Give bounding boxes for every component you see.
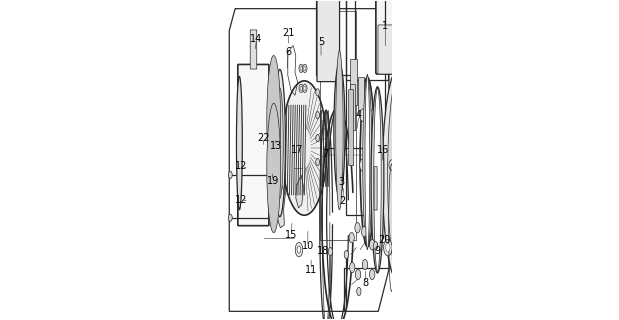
Ellipse shape xyxy=(335,51,343,210)
Ellipse shape xyxy=(282,81,327,215)
Circle shape xyxy=(299,64,303,73)
Text: 12: 12 xyxy=(235,161,248,172)
Circle shape xyxy=(370,269,375,280)
Ellipse shape xyxy=(392,77,407,273)
Ellipse shape xyxy=(374,88,381,271)
Text: 1: 1 xyxy=(382,21,388,31)
Ellipse shape xyxy=(334,63,345,197)
Circle shape xyxy=(228,214,232,221)
Text: 22: 22 xyxy=(257,133,269,143)
Bar xyxy=(347,0,387,80)
Circle shape xyxy=(373,242,378,250)
FancyBboxPatch shape xyxy=(238,64,269,226)
Circle shape xyxy=(361,227,367,237)
Circle shape xyxy=(362,260,368,270)
FancyBboxPatch shape xyxy=(317,0,340,82)
Circle shape xyxy=(355,222,360,233)
Text: 16: 16 xyxy=(377,146,389,156)
Circle shape xyxy=(297,246,301,253)
Circle shape xyxy=(303,84,307,92)
Circle shape xyxy=(299,84,303,92)
Bar xyxy=(316,0,355,76)
Circle shape xyxy=(316,112,319,119)
Circle shape xyxy=(300,66,302,70)
Ellipse shape xyxy=(383,67,417,284)
Circle shape xyxy=(304,86,306,90)
Text: 20: 20 xyxy=(378,235,390,245)
Text: 5: 5 xyxy=(318,37,324,47)
Circle shape xyxy=(360,159,366,171)
Text: 15: 15 xyxy=(285,230,297,240)
Text: 6: 6 xyxy=(285,47,291,57)
Circle shape xyxy=(303,64,307,73)
Text: 2: 2 xyxy=(339,196,345,206)
Circle shape xyxy=(316,158,319,165)
Circle shape xyxy=(370,239,375,250)
Circle shape xyxy=(365,174,371,186)
Bar xyxy=(350,84,355,130)
Ellipse shape xyxy=(365,74,370,250)
Text: 21: 21 xyxy=(282,28,295,37)
Text: 4: 4 xyxy=(356,110,362,120)
Circle shape xyxy=(357,287,361,296)
Text: 10: 10 xyxy=(301,241,314,251)
Circle shape xyxy=(316,89,319,96)
Polygon shape xyxy=(277,185,285,228)
Circle shape xyxy=(370,109,377,121)
Circle shape xyxy=(389,160,394,170)
Text: 3: 3 xyxy=(339,177,345,187)
Circle shape xyxy=(328,247,332,256)
Circle shape xyxy=(370,159,377,171)
FancyBboxPatch shape xyxy=(374,167,377,210)
Text: 19: 19 xyxy=(267,176,279,186)
Polygon shape xyxy=(296,175,304,208)
Ellipse shape xyxy=(276,88,284,198)
FancyBboxPatch shape xyxy=(378,25,400,74)
Text: 14: 14 xyxy=(250,34,262,44)
Circle shape xyxy=(316,134,319,142)
Text: 8: 8 xyxy=(363,278,368,288)
FancyBboxPatch shape xyxy=(348,90,353,166)
Bar xyxy=(358,77,364,115)
Bar xyxy=(320,11,357,240)
Ellipse shape xyxy=(267,103,280,233)
Text: 18: 18 xyxy=(317,246,329,256)
Text: 13: 13 xyxy=(270,141,282,151)
Text: 17: 17 xyxy=(291,146,303,156)
Text: 12: 12 xyxy=(235,195,248,205)
Ellipse shape xyxy=(267,55,280,185)
Circle shape xyxy=(295,243,303,257)
Bar xyxy=(350,60,357,105)
Circle shape xyxy=(349,233,354,243)
Text: 7: 7 xyxy=(322,148,328,159)
Circle shape xyxy=(365,124,371,136)
Circle shape xyxy=(355,269,361,280)
Ellipse shape xyxy=(274,69,285,217)
Ellipse shape xyxy=(371,87,384,273)
Bar xyxy=(345,0,385,215)
Circle shape xyxy=(360,109,366,121)
Circle shape xyxy=(386,244,390,252)
Ellipse shape xyxy=(236,76,242,210)
Ellipse shape xyxy=(360,77,374,247)
FancyBboxPatch shape xyxy=(376,0,424,74)
Circle shape xyxy=(384,239,392,256)
Circle shape xyxy=(350,262,355,273)
Text: 9: 9 xyxy=(374,246,381,256)
Circle shape xyxy=(228,171,232,179)
Circle shape xyxy=(300,86,302,90)
Circle shape xyxy=(344,251,348,259)
Circle shape xyxy=(304,66,306,70)
Ellipse shape xyxy=(363,78,372,246)
Text: 11: 11 xyxy=(305,265,318,275)
Ellipse shape xyxy=(387,72,412,277)
FancyBboxPatch shape xyxy=(250,30,257,69)
